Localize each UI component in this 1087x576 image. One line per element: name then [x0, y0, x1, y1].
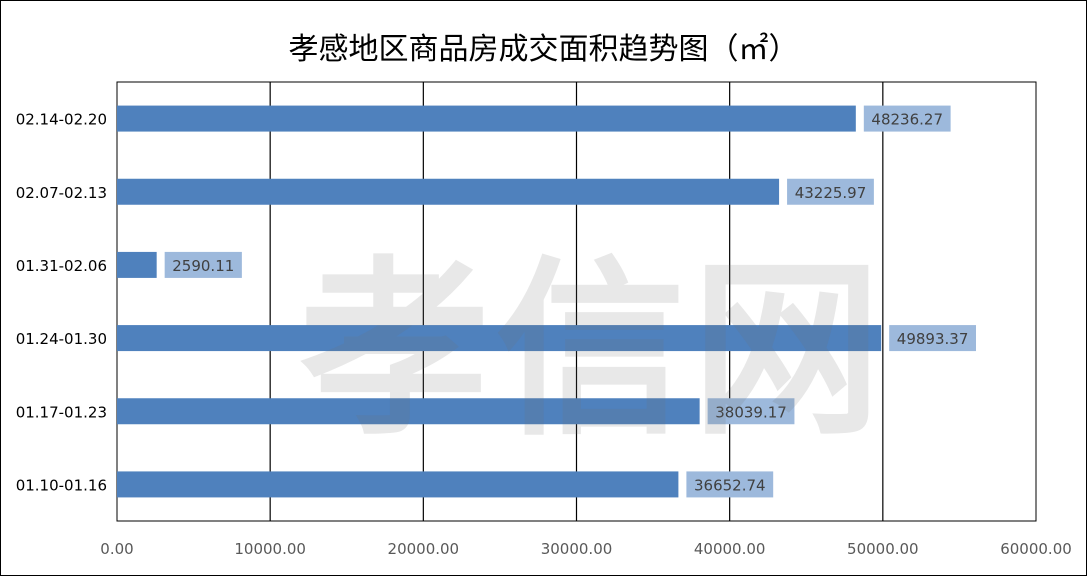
data-label-bg: [707, 398, 795, 425]
data-label-bg: [889, 325, 977, 352]
chart-title: 孝感地区商品房成交面积趋势图（㎡）: [288, 32, 799, 67]
bar: [117, 178, 780, 205]
x-tick-label: 50000.00: [847, 540, 919, 558]
bar: [117, 398, 700, 425]
bar: [117, 471, 679, 498]
y-tick-label: 01.31-02.06: [16, 257, 107, 275]
data-label-bg: [863, 105, 951, 132]
x-tick-label: 0.00: [100, 540, 133, 558]
data-label-bg: [686, 471, 774, 498]
y-tick-label: 01.10-01.16: [16, 476, 107, 494]
data-label: 2590.11: [172, 257, 234, 275]
data-label: 48236.27: [871, 111, 943, 129]
x-tick-label: 20000.00: [388, 540, 460, 558]
bar: [117, 325, 882, 352]
x-tick-label: 10000.00: [234, 540, 306, 558]
data-label-bg: [164, 251, 242, 278]
data-label-bg: [787, 178, 874, 205]
y-tick-label: 02.14-02.20: [16, 111, 107, 129]
x-tick-label: 40000.00: [694, 540, 766, 558]
bar: [117, 251, 157, 278]
y-tick-label: 01.24-01.30: [16, 330, 107, 348]
data-label: 43225.97: [795, 184, 867, 202]
bar: [117, 105, 856, 132]
y-tick-label: 01.17-01.23: [16, 403, 107, 421]
data-label: 38039.17: [715, 403, 787, 421]
x-tick-label: 60000.00: [1000, 540, 1072, 558]
data-label: 36652.74: [694, 476, 766, 494]
y-tick-label: 02.07-02.13: [16, 184, 107, 202]
data-label: 49893.37: [897, 330, 969, 348]
x-tick-label: 30000.00: [541, 540, 613, 558]
